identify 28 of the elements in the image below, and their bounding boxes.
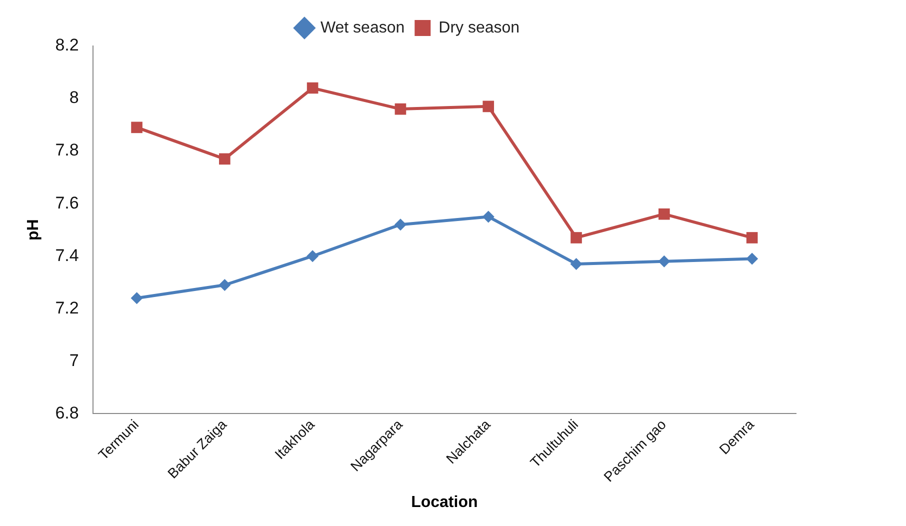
x-axis-title: Location xyxy=(411,494,478,511)
y-tick-label: 7.2 xyxy=(55,298,79,318)
point xyxy=(746,252,758,265)
point xyxy=(482,100,494,112)
y-tick-label: 7.8 xyxy=(55,140,79,160)
y-tick-label: 7 xyxy=(69,350,79,370)
point xyxy=(130,292,143,304)
point xyxy=(570,258,582,270)
y-tick-label: 7.4 xyxy=(55,246,79,265)
point xyxy=(394,218,406,231)
point xyxy=(306,250,319,262)
y-tick-label: 6.8 xyxy=(55,403,79,422)
point xyxy=(658,208,670,220)
point xyxy=(570,232,582,244)
point xyxy=(658,255,670,268)
legend-label: Dry season xyxy=(438,19,520,36)
point xyxy=(746,232,758,244)
point xyxy=(218,279,231,291)
point xyxy=(306,82,318,94)
y-tick-label: 7.6 xyxy=(55,193,79,212)
point xyxy=(219,153,230,165)
point xyxy=(394,103,406,115)
y-tick-label: 8.2 xyxy=(55,36,79,55)
legend-label: Wet season xyxy=(320,19,405,36)
point xyxy=(131,122,142,134)
point xyxy=(482,210,494,223)
y-axis-title: pH xyxy=(25,219,42,241)
y-tick-label: 8 xyxy=(69,88,79,108)
